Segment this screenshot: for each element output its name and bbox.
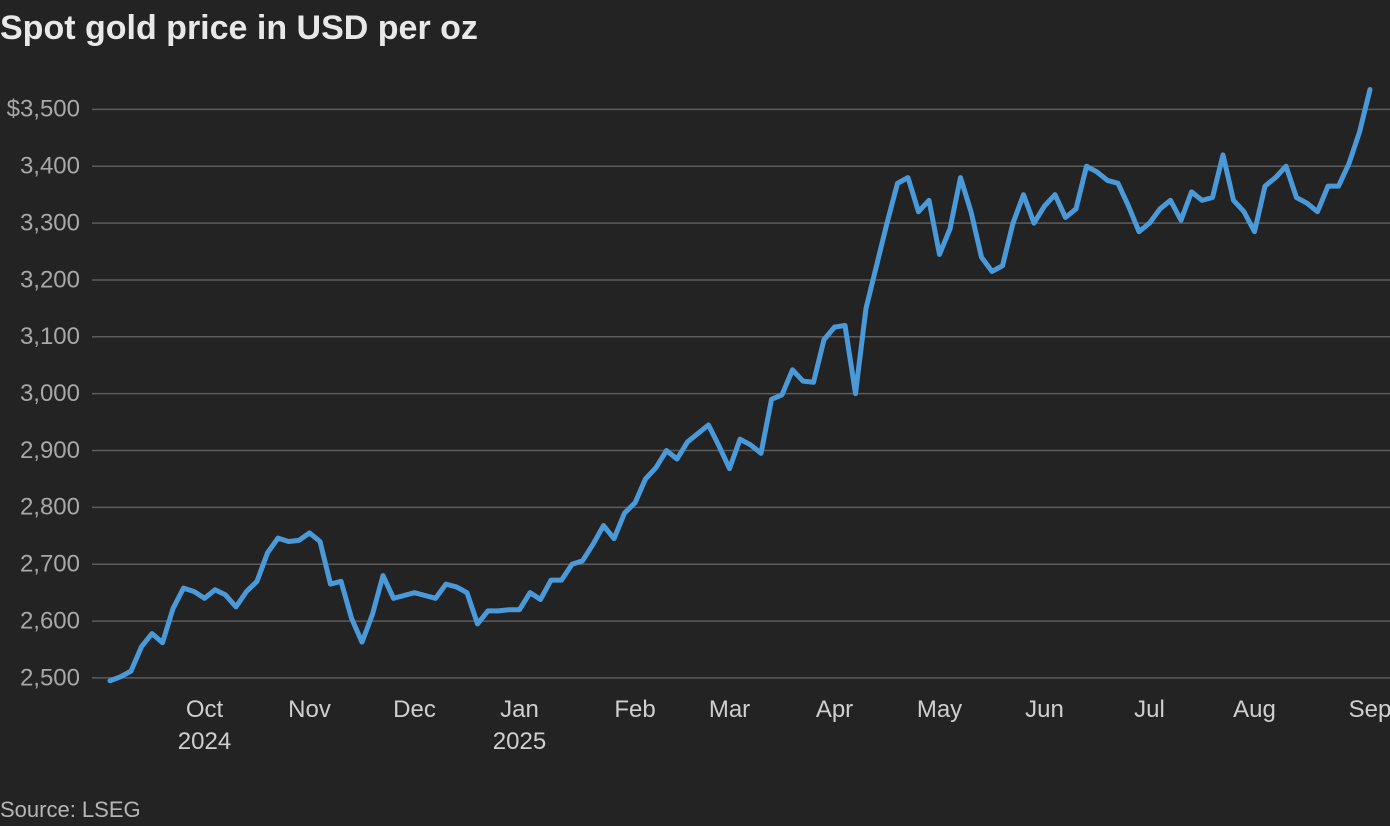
y-tick-label: 3,100 [20,323,80,350]
y-tick-label: $3,500 [7,96,80,123]
price-line [107,87,1373,684]
y-tick-label: 3,000 [20,380,80,407]
x-tick-label: Mar [708,696,751,723]
x-tick-label: Oct 2024 [177,696,232,755]
y-tick-label: 2,700 [20,551,80,578]
x-tick-label: Jun [1025,696,1064,723]
x-tick-label: Apr [815,696,854,723]
chart-title: Spot gold price in USD per oz [0,9,478,47]
y-tick-label: 2,600 [20,607,80,634]
y-tick-label: 3,300 [20,209,80,236]
y-tick-label: 2,900 [20,437,80,464]
x-tick-label: Nov [288,696,331,723]
source-note: Source: LSEG [0,797,141,822]
y-tick-label: 3,200 [20,266,80,293]
y-tick-label: 2,800 [20,494,80,521]
x-tick-label: Feb [614,696,656,723]
y-tick-label: 3,400 [20,153,80,180]
x-tick-label: Aug [1233,696,1276,723]
x-tick-label: Dec [393,696,436,723]
y-tick-label: 2,500 [20,664,80,691]
x-tick-label: Jul [1134,696,1165,723]
x-tick-label: Sep [1348,696,1390,723]
x-tick-label: Jan 2025 [492,696,547,755]
x-tick-label: May [916,696,963,723]
